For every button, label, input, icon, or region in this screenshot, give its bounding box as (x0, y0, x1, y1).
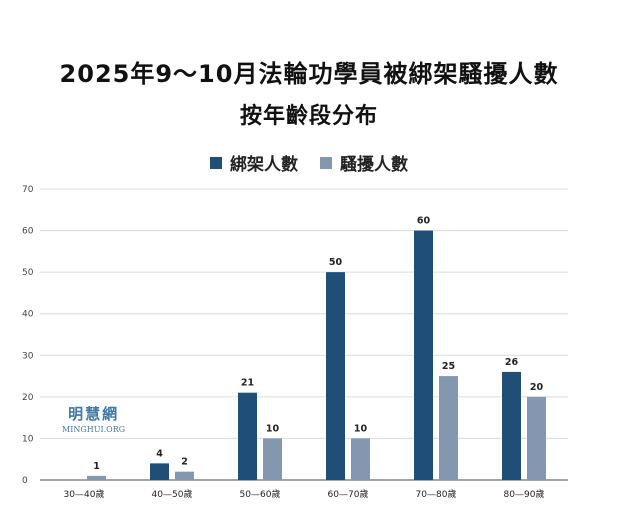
y-tick-label: 20 (22, 393, 34, 403)
y-tick-label: 60 (22, 227, 34, 237)
legend-swatch-kidnapped (210, 156, 222, 169)
data-label: 50 (329, 257, 343, 268)
y-tick-label: 30 (22, 351, 34, 361)
legend-label-harassed: 騷擾人數 (340, 155, 408, 175)
x-category-label: 60—70歲 (328, 488, 369, 500)
bar-kidnapped (238, 392, 257, 480)
bar-harassed (87, 475, 106, 480)
x-category-label: 30—40歲 (64, 488, 105, 500)
bar-kidnapped (502, 371, 521, 480)
bar-harassed (175, 471, 194, 480)
bar-harassed (263, 438, 282, 480)
legend-swatch-harassed (320, 156, 332, 169)
data-label: 60 (417, 216, 431, 227)
watermark-english: MINGHUI.ORG (62, 425, 126, 434)
bar-kidnapped (326, 272, 345, 480)
chart-title-line2: 按年齡段分布 (239, 104, 378, 129)
data-label: 20 (530, 382, 544, 393)
data-label: 10 (266, 423, 280, 434)
data-label: 1 (93, 461, 100, 472)
data-label: 26 (505, 357, 519, 368)
minghui-watermark: 明慧網 MINGHUI.ORG (62, 403, 125, 434)
legend-item-kidnapped: 綁架人數 (210, 150, 298, 175)
y-tick-label: 70 (22, 185, 34, 195)
data-label: 25 (442, 361, 455, 372)
data-label: 2 (181, 457, 188, 468)
bar-harassed (527, 396, 546, 480)
data-label: 4 (156, 448, 163, 459)
legend-label-kidnapped: 綁架人數 (230, 155, 298, 175)
bar-kidnapped (414, 230, 433, 480)
y-tick-label: 0 (22, 476, 28, 486)
x-category-label: 50—60歲 (240, 488, 281, 500)
data-label: 21 (241, 378, 254, 389)
y-tick-label: 40 (22, 310, 34, 320)
x-category-label: 70—80歲 (416, 488, 457, 500)
chart-title-line1: 2025年9～10月法輪功學員被綁架騷擾人數 (59, 60, 559, 88)
bar-harassed (439, 376, 458, 480)
chart-legend: 綁架人數 騷擾人數 (0, 150, 618, 175)
x-category-label: 40—50歲 (152, 488, 193, 500)
legend-item-harassed: 騷擾人數 (320, 150, 408, 175)
y-tick-label: 10 (22, 434, 34, 444)
y-tick-label: 50 (22, 268, 34, 278)
bar-harassed (351, 438, 370, 480)
bar-kidnapped (150, 463, 169, 480)
x-category-label: 80—90歲 (504, 488, 545, 500)
watermark-chinese: 明慧網 (68, 405, 120, 423)
data-label: 10 (354, 423, 368, 434)
